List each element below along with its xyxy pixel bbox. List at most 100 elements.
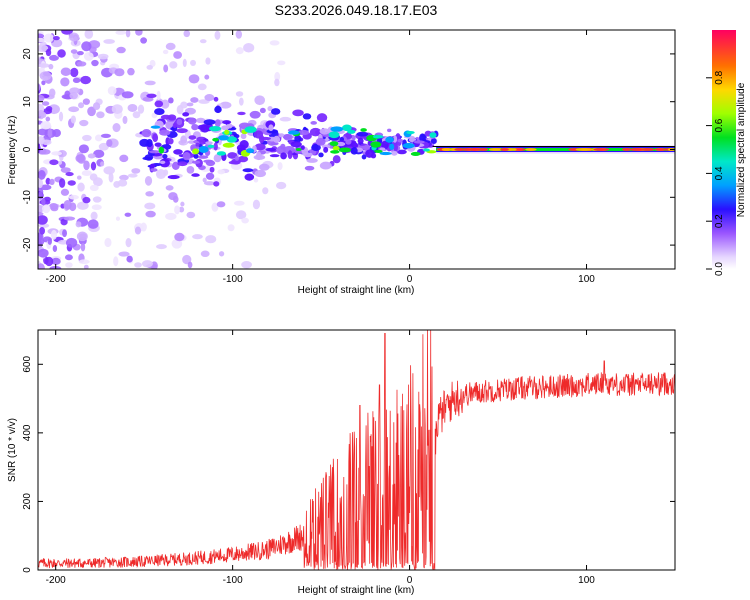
heatmap-blob [397,138,404,143]
heatmap-blob [62,229,68,238]
heatmap-blob [60,167,71,173]
heatmap-blob [205,172,215,180]
heatmap-blob [169,61,178,69]
heatmap-blob [180,101,188,109]
heatmap-blob [146,93,157,99]
heatmap-blob [39,71,52,81]
heatmap-blob [242,168,254,173]
heatmap-blob [235,47,244,55]
heatmap-blob [141,260,153,268]
snr-ytick-label: 600 [22,356,33,373]
heatmap-blob [213,142,218,151]
heatmap-blob [213,96,219,102]
heatmap-blob [188,135,197,140]
heatmap-blob [197,83,207,91]
heatmap-blob [209,166,215,173]
heatmap-blob [111,104,123,114]
heatmap-blob [182,254,192,265]
heatmap-blob [41,101,50,106]
heatmap-blob [41,80,46,86]
heatmap-blob [103,166,115,175]
heatmap-blob [154,108,165,116]
heatmap-blob [82,134,92,142]
heatmap-blob [323,146,329,153]
heatmap-blob [77,201,89,210]
heatmap-bright-spot [328,131,340,139]
heatmap-blob [75,221,82,228]
heatmap-blob [76,61,87,67]
heatmap-bright-spot [330,126,344,132]
heatmap-blob [45,106,53,112]
heatmap-bright-spot [150,125,161,129]
heatmap-blob [58,178,66,188]
heatmap-blob [165,212,177,221]
spectrogram-xtick-label: -200 [46,274,66,285]
heatmap-blob [160,114,172,120]
heatmap-blob [47,238,52,245]
heatmap-blob [83,264,89,269]
heatmap-blob [237,111,246,116]
heatmap-blob [359,145,371,150]
spectrogram-ylabel: Frequency (Hz) [7,116,18,185]
heatmap-blob [290,141,302,148]
heatmap-blob [315,138,326,146]
heatmap-blob [60,67,72,77]
heatmap-blob [199,139,206,145]
heatmap-blob [275,181,287,190]
figure-title: S233.2026.049.18.17.E03 [275,2,438,18]
heatmap-blob [195,142,200,147]
heatmap-blob [227,224,235,232]
heatmap-blob [70,49,78,54]
heatmap-blob [202,177,207,183]
heatmap-bright-spot [341,124,352,132]
heatmap-blob [107,86,117,96]
heatmap-blob [93,149,105,158]
colorbar-tick-label: 0.2 [714,214,725,228]
heatmap-blob [205,160,216,167]
heatmap-blob [216,201,226,208]
heatmap-bright-spot [246,148,255,154]
heatmap-blob [205,235,217,244]
heatmap-blob [38,83,41,92]
heatmap-blob [87,153,96,159]
snr-xtick-label: 0 [407,575,413,586]
spectrogram-ytick-label: -20 [22,237,33,252]
heatmap-blob [204,94,215,102]
heatmap-bright-spot [329,141,339,147]
heatmap-blob [144,175,153,186]
heatmap-blob [104,237,112,248]
heatmap-blob [357,137,364,145]
heatmap-blob [302,113,312,120]
heatmap-blob [154,142,162,147]
heatmap-blob [172,195,179,203]
heatmap-blob [203,181,216,186]
heatmap-blob [191,173,200,177]
heatmap-blob [100,133,111,138]
heatmap-blob [297,129,310,136]
heatmap-bright-spot [370,141,382,148]
heatmap-blob [51,151,63,156]
heatmap-blob [356,131,369,137]
heatmap-blob [57,239,69,245]
heatmap-blob [235,210,247,220]
heatmap-blob [268,124,274,132]
heatmap-blob [160,99,170,109]
heatmap-blob [127,173,138,178]
heatmap-blob [78,259,90,265]
carrier-peak [640,148,655,151]
heatmap-blob [173,149,183,155]
heatmap-blob [396,149,407,155]
heatmap-blob [300,145,305,150]
heatmap-blob [63,199,72,210]
heatmap-blob [213,154,222,163]
heatmap-blob [269,154,280,158]
heatmap-bright-spot [158,146,165,154]
heatmap-blob [387,128,392,133]
heatmap-bright-spot [244,126,257,133]
heatmap-blob [219,101,232,109]
heatmap-blob [40,112,47,118]
heatmap-bright-spot [218,135,229,141]
heatmap-blob [38,191,43,200]
heatmap-blob [121,91,134,99]
heatmap-blob [148,150,161,154]
